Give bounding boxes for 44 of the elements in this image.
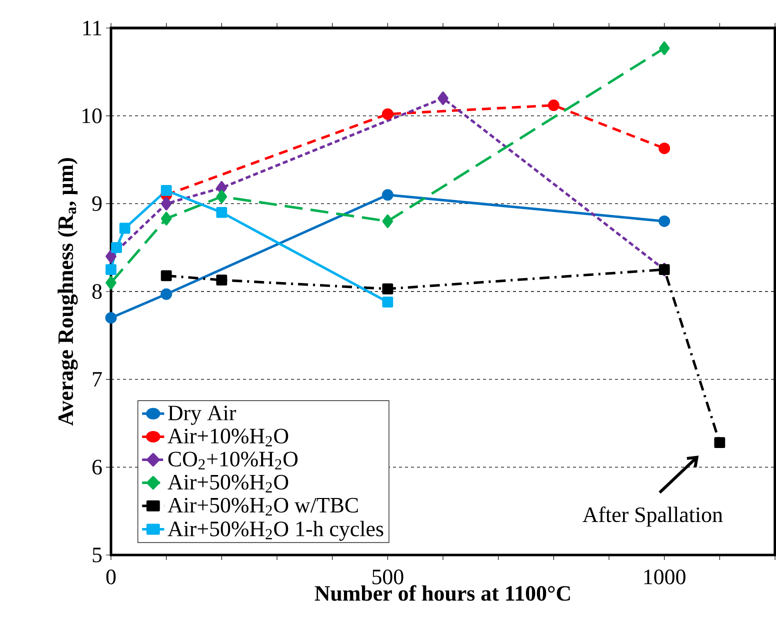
legend-label: CO$_{2}$+10%H$_{2}$O xyxy=(168,452,298,470)
legend-label: Air+50%H$_{2}$O 1-h cycles xyxy=(168,520,384,541)
point xyxy=(714,437,726,448)
point xyxy=(216,190,228,204)
x-tick-label: 0 xyxy=(106,570,116,584)
point xyxy=(160,212,172,226)
legend-label: Air+50%H$_{2}$O w/TBC xyxy=(168,498,358,516)
legend-label: Air+50%H$_{2}$O xyxy=(168,474,288,492)
point xyxy=(160,270,172,282)
point xyxy=(382,214,394,228)
y-axis-title: Average Roughness (R$_{a}$, µm) xyxy=(58,158,78,426)
point xyxy=(111,242,122,254)
point xyxy=(548,100,560,112)
point xyxy=(438,92,448,106)
legend-label: Air+10%H$_{2}$O xyxy=(168,428,288,446)
y-tick-label: 7 xyxy=(92,372,102,387)
point xyxy=(382,108,394,120)
point xyxy=(216,206,228,218)
x-tick-label: 500 xyxy=(372,570,404,584)
legend-label: Dry Air xyxy=(168,406,236,425)
annotation: After Spallation xyxy=(582,506,723,527)
x-axis-title: Number of hours at 1100°C xyxy=(314,585,570,601)
point xyxy=(106,264,116,275)
point xyxy=(160,185,172,196)
point xyxy=(160,288,172,300)
point xyxy=(216,274,228,286)
point xyxy=(382,283,394,294)
point xyxy=(658,142,670,154)
y-tick-label: 11 xyxy=(83,20,102,36)
y-tick-label: 10 xyxy=(82,108,102,124)
point xyxy=(382,189,394,201)
point xyxy=(382,296,394,308)
point xyxy=(105,312,117,324)
y-tick-label: 9 xyxy=(92,196,102,212)
y-tick-label: 8 xyxy=(92,284,102,299)
point xyxy=(658,215,670,227)
point xyxy=(119,222,130,234)
x-tick-label: 1000 xyxy=(644,570,686,584)
point xyxy=(160,196,172,210)
point xyxy=(106,276,116,290)
y-tick-label: 6 xyxy=(92,460,102,475)
point xyxy=(106,250,116,264)
y-tick-label: 5 xyxy=(92,548,102,562)
point xyxy=(658,41,670,55)
